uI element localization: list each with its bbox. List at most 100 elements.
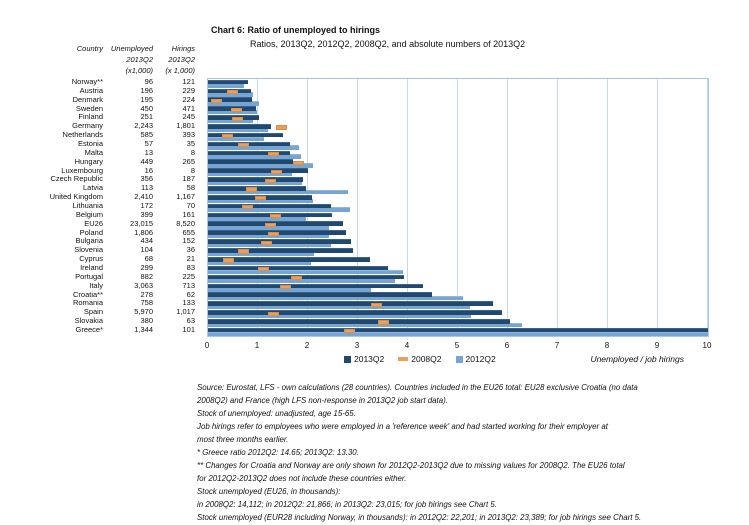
hirings-value: 187 (182, 174, 195, 184)
country-label: Spain (83, 307, 103, 317)
country-label: Slovenia (74, 245, 103, 255)
marker-2008q2 (268, 311, 279, 316)
marker-2008q2 (275, 125, 287, 130)
bar-2013q2 (208, 203, 331, 209)
country-data-table: Norway** 96 121 Austria 196 229 Denmark 195 224 S… (28, 77, 197, 335)
unemployed-value: 113 (141, 183, 153, 193)
marker-2008q2 (230, 107, 242, 112)
legend-swatch-2013q2-icon (344, 355, 351, 363)
header-unemployed: Unemployed (110, 44, 153, 53)
table-row: Cyprus 68 21 (28, 254, 197, 264)
table-row: Greece* 1,344 101 (28, 325, 197, 335)
unemployed-value: 251 (140, 112, 153, 122)
bar-2013q2 (208, 132, 283, 138)
marker-2008q2 (344, 329, 355, 334)
header-country: Country (76, 44, 103, 53)
bar-2013q2 (208, 177, 303, 182)
x-tick-label: 5 (454, 341, 460, 350)
legend-label-2012q2: 2012Q2 (465, 354, 496, 364)
footnotes: Source: Eurostat, LFS - own calculations… (197, 381, 749, 524)
table-header-row-1: Country Unemployed Hirings (28, 43, 197, 54)
footnote-line: * Greece ratio 2012Q2: 14.65; 2013Q2: 13… (197, 448, 359, 457)
table-row: Sweden 450 471 (28, 103, 197, 114)
bar-2013q2 (208, 327, 708, 333)
bar-2013q2 (208, 239, 351, 244)
hirings-value: 83 (186, 263, 195, 273)
footnote-line: Stock unemployed (EU26, in thousands): (197, 487, 341, 496)
marker-2008q2 (242, 205, 253, 210)
table-row: Luxembourg 16 8 (28, 165, 197, 176)
country-label: Belgium (75, 209, 103, 219)
unemployed-value: 16 (144, 165, 153, 175)
footnote-line: in 2008Q2: 14,112; in 2012Q2: 21,866; in… (197, 500, 497, 509)
unemployed-value: 449 (140, 156, 153, 166)
marker-2008q2 (271, 169, 282, 174)
table-row: Germany 2,243 1,801 (28, 121, 197, 131)
hirings-value: 121 (182, 77, 195, 86)
country-label: Greece* (75, 325, 103, 335)
country-label: Estonia (77, 139, 103, 149)
hirings-value: 224 (182, 94, 195, 104)
table-row: Norway** 96 121 (28, 77, 197, 87)
x-tick-label: 6 (504, 341, 510, 350)
bar-2013q2 (208, 318, 510, 324)
bar-2013q2 (208, 124, 271, 129)
legend-item-2008q2: 2008Q2 (398, 354, 442, 364)
footnote-line: Stock unemployed (EUR28 including Norway… (197, 513, 642, 522)
bar-2013q2 (208, 301, 493, 306)
x-tick-label: 1 (254, 341, 260, 350)
x-tick-label: 9 (654, 341, 660, 350)
unemployed-value: 450 (140, 103, 153, 113)
marker-2008q2 (261, 240, 272, 245)
footnote-line: for 2012Q2-2013Q2 does not include these… (197, 474, 407, 483)
country-label: United Kingdom (49, 192, 103, 202)
country-label: Romania (72, 298, 103, 308)
country-label: Latvia (82, 183, 103, 193)
unemployed-value: 356 (140, 174, 153, 184)
country-label: Germany (72, 121, 103, 131)
hirings-value: 70 (186, 201, 195, 211)
bar-2013q2 (208, 97, 252, 103)
unemployed-value: 57 (144, 139, 153, 149)
table-header: Country Unemployed Hirings 2013Q2 2013Q2… (28, 43, 197, 76)
unemployed-value: 758 (140, 298, 153, 308)
header-hirings-period: 2013Q2 (168, 55, 195, 64)
legend-swatch-2012q2-icon (455, 355, 463, 363)
gridline (707, 79, 708, 336)
table-row: EU26 23,015 8,520 (28, 219, 197, 229)
country-label: Portugal (75, 271, 103, 281)
footnote-line: ** Changes for Croatia and Norway are on… (197, 461, 625, 470)
country-label: Slovakia (74, 316, 103, 326)
table-row: Estonia 57 35 (28, 139, 197, 149)
footnote-line: Source: Eurostat, LFS - own calculations… (197, 383, 638, 392)
table-row: Italy 3,063 713 (28, 280, 197, 291)
table-row: Denmark 195 224 (28, 94, 197, 105)
table-row: Austria 196 229 (28, 86, 197, 96)
table-row: Lithuania 172 70 (28, 201, 197, 211)
marker-2008q2 (267, 231, 279, 236)
gridline (557, 79, 558, 336)
marker-2008q2 (222, 258, 234, 263)
country-label: Czech Republic (50, 174, 103, 184)
country-label: Norway** (71, 77, 103, 86)
x-tick-label: 0 (204, 341, 210, 350)
unemployed-value: 3,063 (134, 280, 153, 290)
legend-item-2012q2: 2012Q2 (455, 354, 496, 364)
country-label: Lithuania (72, 201, 103, 211)
gridline (357, 79, 358, 336)
table-row: Hungary 449 265 (28, 156, 197, 167)
hirings-value: 471 (182, 103, 195, 113)
hirings-value: 62 (186, 289, 195, 299)
marker-2008q2 (211, 98, 222, 103)
unemployed-value: 1,344 (134, 325, 153, 335)
country-label: Cyprus (79, 254, 103, 264)
footnote-line: most three months earlier. (197, 435, 289, 444)
country-label: Bulgaria (75, 236, 103, 246)
hirings-value: 161 (182, 209, 195, 219)
hirings-value: 393 (182, 130, 195, 140)
marker-2008q2 (226, 89, 238, 95)
gridline (507, 79, 508, 336)
unemployed-value: 172 (140, 201, 153, 211)
unemployed-value: 68 (144, 254, 153, 264)
